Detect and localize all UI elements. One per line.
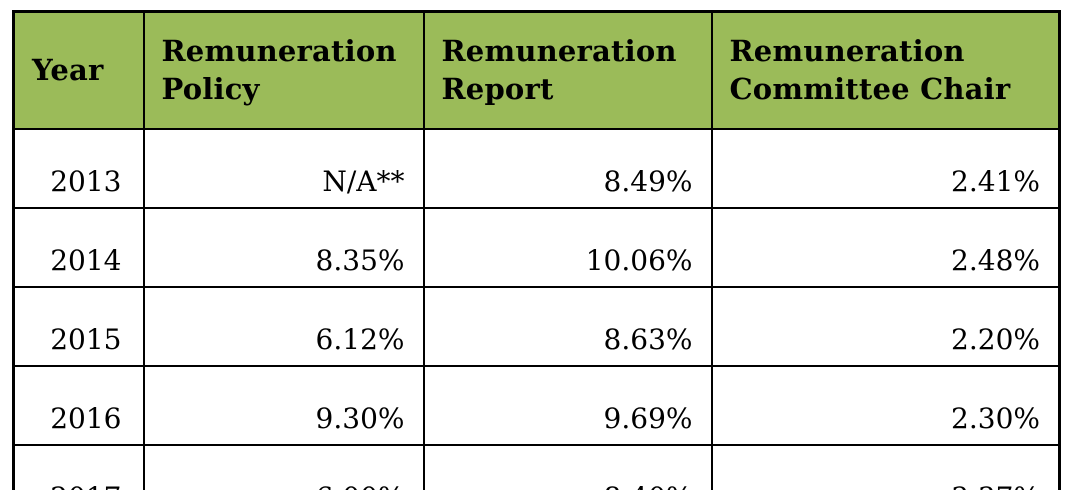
column-header-year: Year [12, 10, 145, 130]
table-row: 2014 8.35% 10.06% 2.48% [12, 207, 1061, 288]
table-row: 2013 N/A** 8.49% 2.41% [12, 128, 1061, 209]
report-cell: 8.40% [422, 444, 713, 490]
year-cell: 2017 [12, 444, 145, 490]
year-cell: 2014 [12, 207, 145, 288]
policy-cell: 6.00% [142, 444, 425, 490]
policy-cell: 6.12% [142, 286, 425, 367]
table-row: 2017 6.00% 8.40% 3.37% [12, 444, 1061, 490]
policy-cell: 9.30% [142, 365, 425, 446]
column-header-remuneration-report: Remuneration Report [422, 10, 713, 130]
year-cell: 2016 [12, 365, 145, 446]
chair-cell: 3.37% [710, 444, 1061, 490]
table-row: 2015 6.12% 8.63% 2.20% [12, 286, 1061, 367]
report-cell: 9.69% [422, 365, 713, 446]
chair-cell: 2.20% [710, 286, 1061, 367]
column-header-remuneration-committee-chair: Remuneration Committee Chair [710, 10, 1061, 130]
chair-cell: 2.41% [710, 128, 1061, 209]
header-row: Year Remuneration Policy Remuneration Re… [12, 10, 1061, 130]
year-cell: 2013 [12, 128, 145, 209]
table-row: 2016 9.30% 9.69% 2.30% [12, 365, 1061, 446]
report-cell: 10.06% [422, 207, 713, 288]
chair-cell: 2.30% [710, 365, 1061, 446]
policy-cell: 8.35% [142, 207, 425, 288]
report-cell: 8.49% [422, 128, 713, 209]
chair-cell: 2.48% [710, 207, 1061, 288]
remuneration-voting-table: Year Remuneration Policy Remuneration Re… [12, 10, 1061, 490]
year-cell: 2015 [12, 286, 145, 367]
column-header-remuneration-policy: Remuneration Policy [142, 10, 425, 130]
report-cell: 8.63% [422, 286, 713, 367]
policy-cell: N/A** [142, 128, 425, 209]
